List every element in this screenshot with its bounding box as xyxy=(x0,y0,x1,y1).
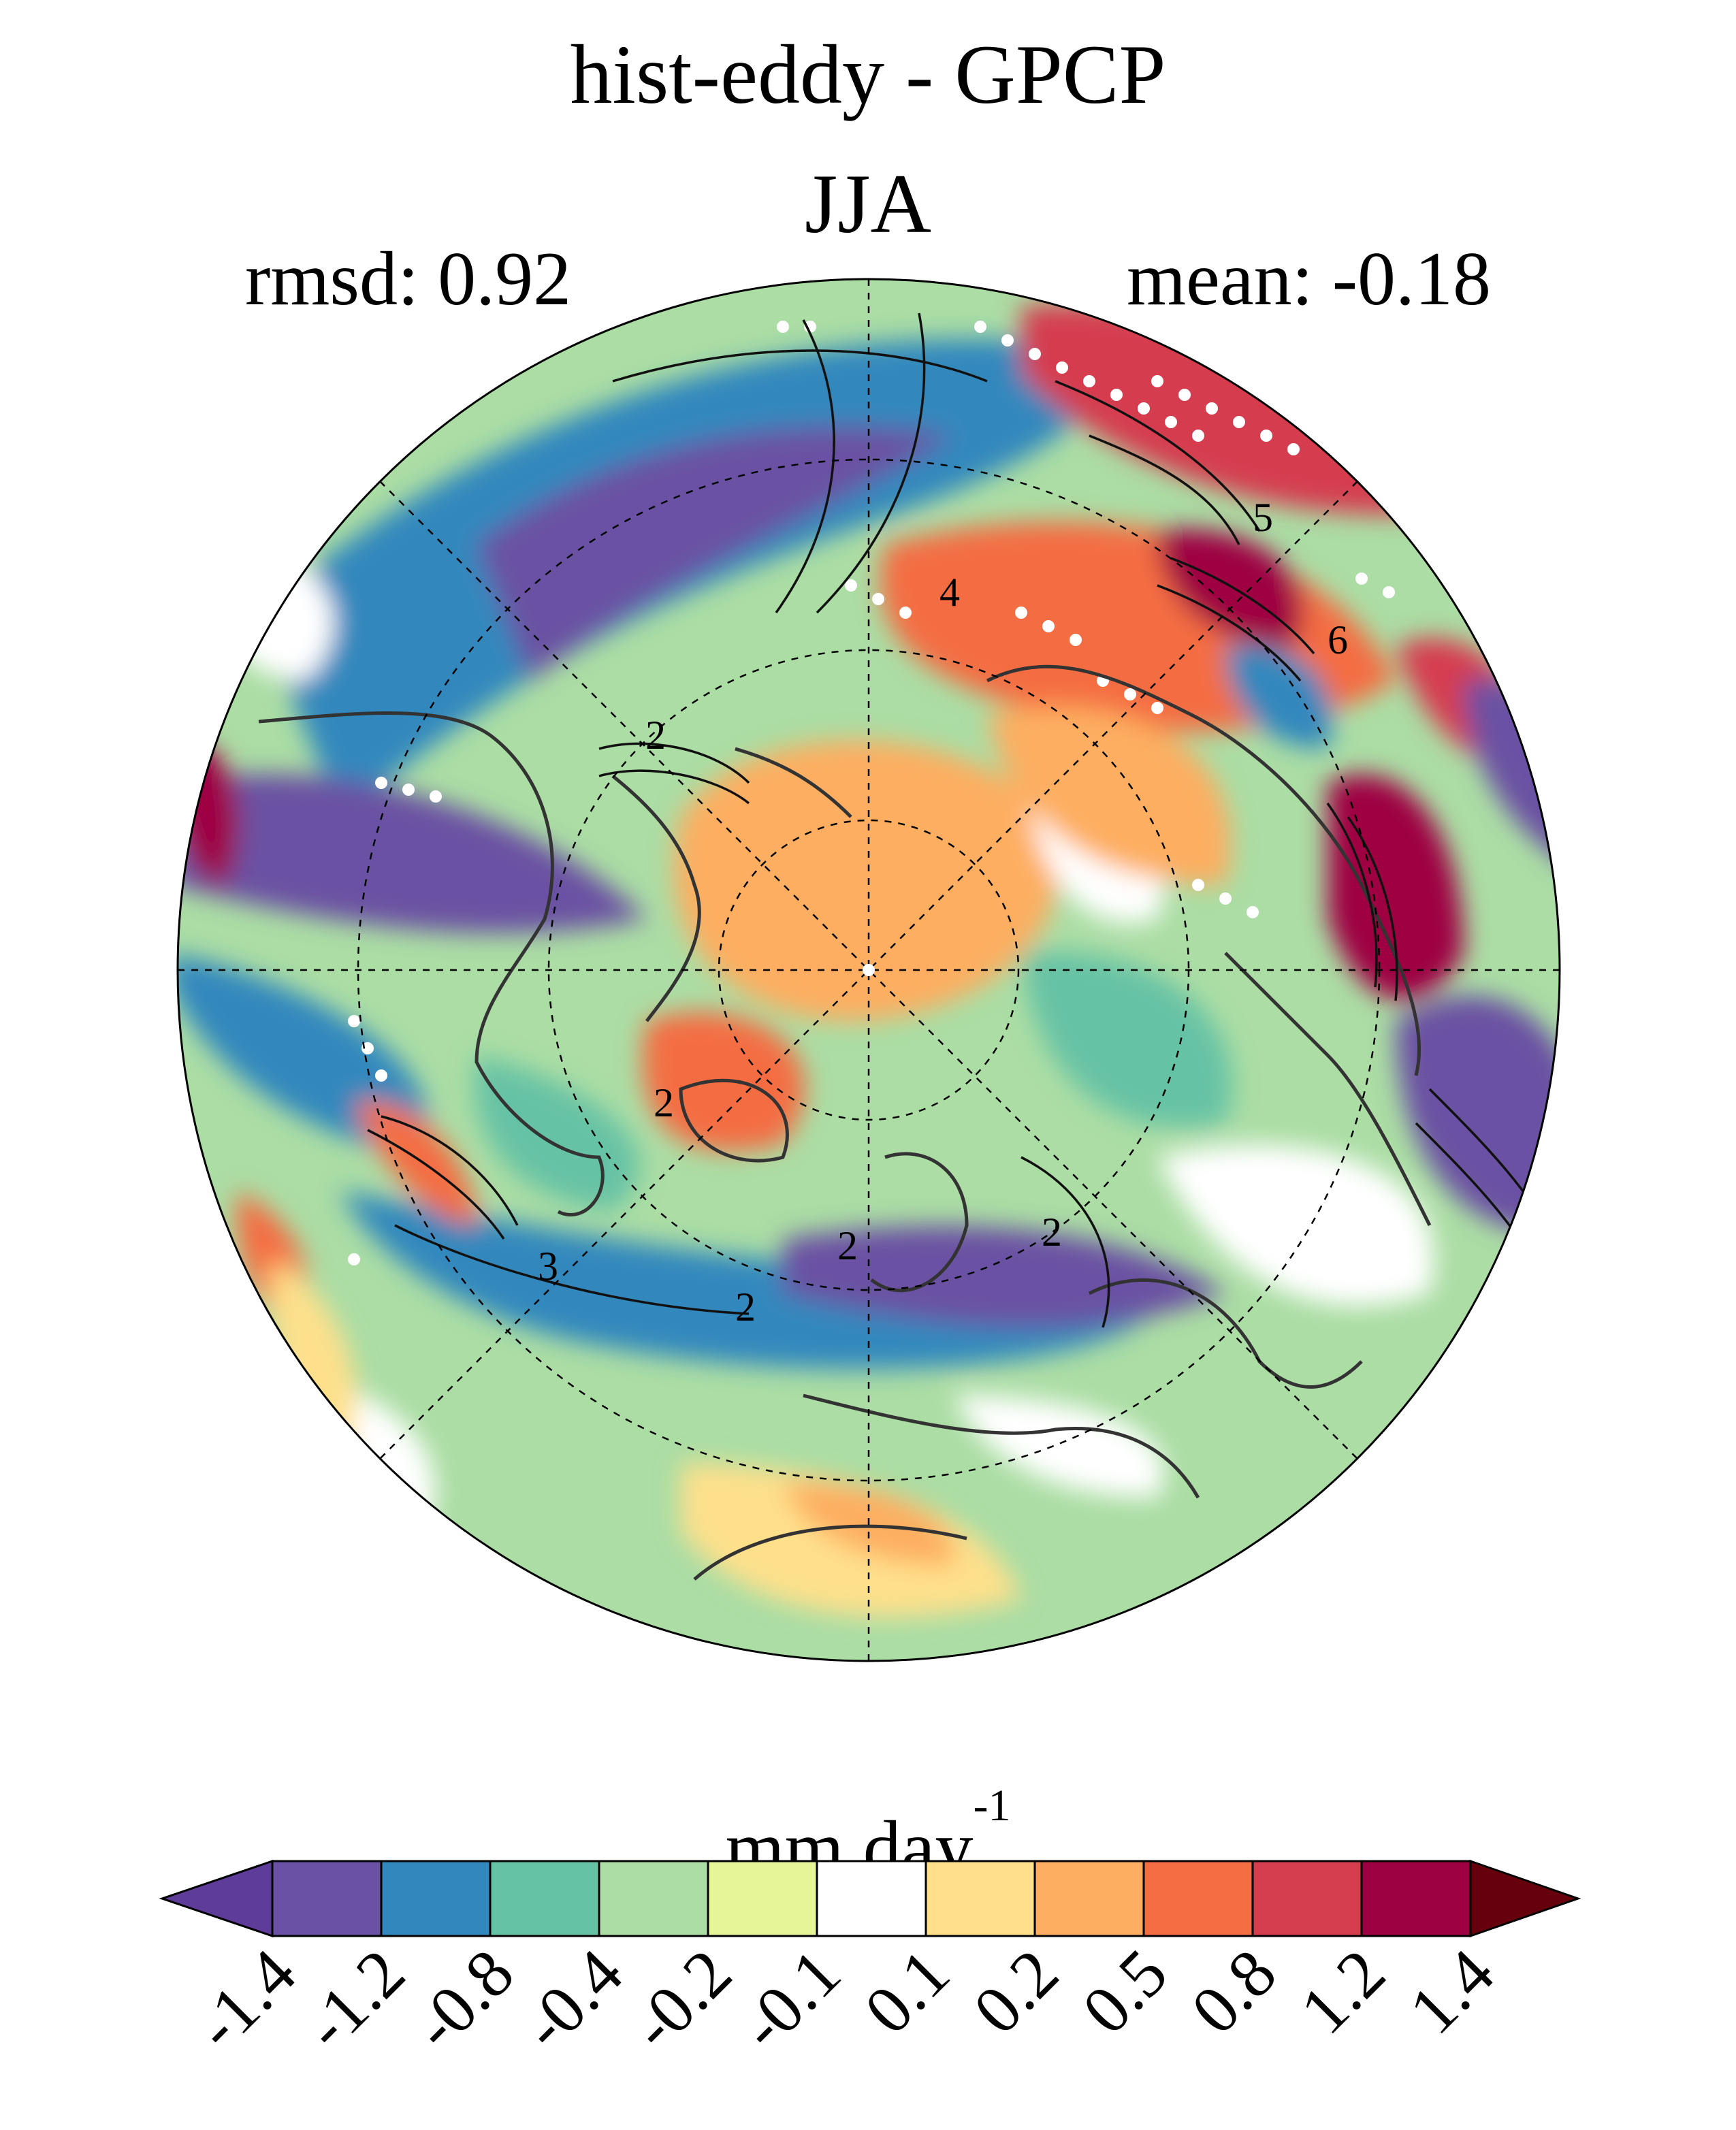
colorbar-tick-label: -1.4 xyxy=(180,1935,310,2064)
contour-label: 5 xyxy=(1253,495,1273,540)
colorbar-extend-high xyxy=(1469,1859,1581,1938)
colorbar-box xyxy=(925,1860,1036,1937)
colorbar-tick-label: 1.2 xyxy=(1286,1935,1400,2048)
figure-title: hist-eddy - GPCP xyxy=(570,28,1166,121)
mean-label: mean: -0.18 xyxy=(1127,237,1491,321)
contour-label: 2 xyxy=(837,1223,858,1268)
colorbar-tick-labels: -1.4-1.2-0.8-0.4-0.2-0.10.10.20.50.81.21… xyxy=(180,1935,1508,2064)
colorbar-box xyxy=(1251,1860,1363,1937)
colorbar-tick-label: -0.1 xyxy=(725,1935,854,2064)
contour-label: 4 xyxy=(939,570,960,615)
colorbar-box xyxy=(816,1860,927,1937)
colorbar-box xyxy=(489,1860,600,1937)
colorbar-tick-label: 0.5 xyxy=(1068,1935,1182,2048)
contour-label: 6 xyxy=(1328,617,1348,662)
colorbar-box xyxy=(1142,1860,1254,1937)
season-label: JJA xyxy=(804,157,932,251)
contour-label: 2 xyxy=(1042,1210,1062,1255)
colorbar-box xyxy=(707,1860,818,1937)
colorbar-box xyxy=(598,1860,709,1937)
colorbar-tick-label: -0.2 xyxy=(616,1935,745,2064)
colorbar-box xyxy=(271,1860,383,1937)
colorbar-extend-low xyxy=(159,1859,274,1938)
map-boundary xyxy=(176,278,1561,1662)
precip-field: 2 2 2 2 2 3 4 5 6 xyxy=(178,279,1560,1661)
graticule xyxy=(178,279,1560,1661)
colorbar-tick-label: -0.4 xyxy=(507,1935,637,2064)
colorbar-box xyxy=(380,1860,492,1937)
colorbar-tick-label: 0.8 xyxy=(1177,1935,1291,2048)
rmsd-label: rmsd: 0.92 xyxy=(245,237,572,321)
colorbar-box xyxy=(1360,1860,1472,1937)
colorbar-boxes xyxy=(159,1859,1581,1938)
contour-label: 3 xyxy=(538,1244,558,1289)
colorbar-box xyxy=(1033,1860,1145,1937)
contour-labels: 2 2 2 2 2 3 4 5 6 xyxy=(538,495,1348,1329)
contour-label: 2 xyxy=(654,1080,674,1125)
colorbar-tick-label: -1.2 xyxy=(289,1935,419,2064)
colorbar-tick-label: 0.2 xyxy=(959,1935,1073,2048)
coastlines xyxy=(258,664,1432,1581)
colorbar-tick-label: 0.1 xyxy=(850,1935,964,2048)
significance-stippling xyxy=(348,321,1395,1265)
climatology-contours xyxy=(367,312,1560,1328)
contour-label: 2 xyxy=(645,713,666,758)
units-exponent: -1 xyxy=(973,1781,1011,1830)
colorbar-tick-label: -0.8 xyxy=(398,1935,528,2064)
colorbar-tick-label: 1.4 xyxy=(1395,1935,1509,2048)
contour-label: 2 xyxy=(735,1285,756,1329)
